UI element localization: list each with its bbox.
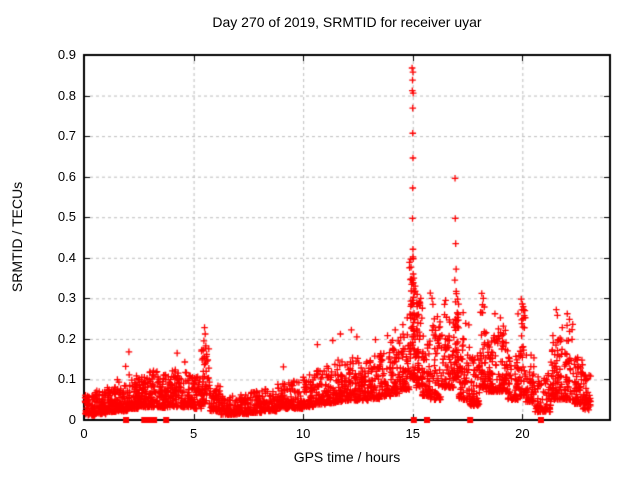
y-axis-label: SRMTID / TECUs	[9, 181, 25, 293]
x-axis-label: GPS time / hours	[293, 449, 401, 465]
chart-title: Day 270 of 2019, SRMTID for receiver uya…	[212, 14, 482, 30]
